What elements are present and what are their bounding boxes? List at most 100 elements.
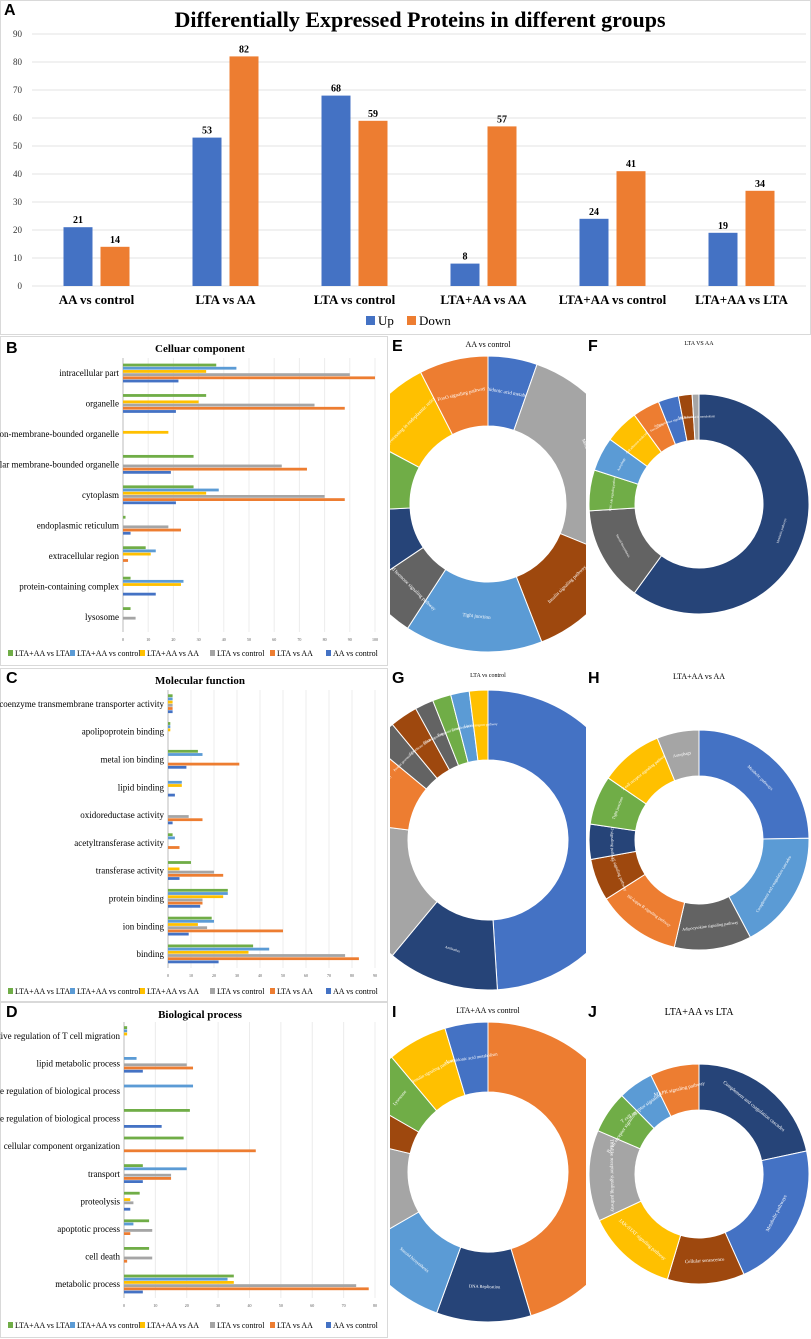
- bar-lta-vs-control: [168, 926, 208, 930]
- legend-label: LTA vs control: [217, 1321, 265, 1330]
- x-tick-label: 90: [348, 637, 352, 642]
- y-tick-label: 10: [13, 253, 23, 263]
- donut-slice-label: Arachidonic acid metabolism: [677, 414, 715, 419]
- panel-c-title: Molecular function: [155, 675, 245, 687]
- legend-label: LTA vs AA: [277, 1321, 313, 1330]
- legend-swatch: [8, 988, 13, 994]
- x-tick-label: 20: [171, 637, 175, 642]
- panel-b-plot: 0 10 20 30 40 50 60 70 80 90 100 intracellular part…: [0, 358, 378, 642]
- panel-b-frame: [0, 336, 388, 666]
- donut-slice: [656, 729, 700, 782]
- bar-lta-aa-vs-control: [124, 1277, 228, 1281]
- bar-aa-vs-control: [123, 410, 176, 413]
- bar-lta-aa-vs-lta: [123, 515, 126, 519]
- panel-letter-e: E: [392, 338, 403, 355]
- panel-a-gridlines: 0 10 20 30 40 50 60 70 80 90: [13, 29, 806, 291]
- bar-aa-vs-control: [168, 821, 173, 825]
- x-tick-label: 90: [373, 973, 377, 978]
- bar-lta-vs-aa: [123, 528, 181, 532]
- category-label: organelle: [86, 399, 119, 409]
- bar-lta-vs-control: [123, 373, 350, 377]
- bar-aa-vs-control: [123, 470, 171, 474]
- bar-lta-aa-vs-aa: [123, 400, 199, 404]
- bar-aa-vs-control: [124, 1290, 143, 1294]
- panel-letter-a: A: [4, 2, 16, 19]
- category-label: metal ion binding: [101, 755, 165, 765]
- bar-lta-aa-vs-aa: [123, 552, 151, 556]
- donut-slice: [698, 1063, 808, 1162]
- x-tick-label: 80: [323, 637, 327, 642]
- bar-up: [579, 218, 609, 286]
- x-tick-label: 50: [279, 1303, 283, 1308]
- donut-slice: [390, 758, 428, 831]
- x-category-label: LTA+AA vs control: [559, 292, 667, 307]
- donut-slice-label: Endocytosis: [680, 414, 697, 420]
- bar-lta-aa-vs-aa: [168, 700, 173, 704]
- x-tick-label: 10: [146, 637, 150, 642]
- category-label: apoptotic process: [57, 1224, 120, 1234]
- bar-lta-vs-aa: [123, 498, 345, 501]
- legend-swatch: [210, 1322, 215, 1328]
- donut-slice-label: Autophagy: [616, 457, 626, 472]
- x-tick-label: 100: [372, 637, 378, 642]
- panel-d-frame: [0, 1002, 388, 1338]
- category-label: coenzyme transmembrane transporter activ…: [0, 699, 164, 709]
- legend-swatch: [70, 650, 75, 656]
- legend-swatch: [8, 1322, 13, 1328]
- legend-label: LTA+AA vs AA: [147, 1321, 199, 1330]
- bar-aa-vs-control: [168, 710, 173, 714]
- bar-lta-vs-control: [168, 954, 346, 957]
- donut-slice-label: Cellular senescence: [685, 1258, 726, 1266]
- panel-b-title: Celluar component: [155, 343, 245, 355]
- panel-a-bars: 21 14 AA vs control 53 82 LTA vs AA 68 59 LTA vs…: [59, 44, 789, 307]
- bar-lta-aa-vs-control: [168, 892, 228, 895]
- bar-lta-aa-vs-control: [168, 947, 270, 951]
- legend-label: LTA+AA vs control: [77, 987, 141, 996]
- category-label: intracellular non-membrane-bounded organ…: [0, 429, 119, 439]
- bar-lta-vs-aa: [123, 559, 129, 562]
- bar-lta-vs-control: [124, 1063, 187, 1067]
- bar-lta-aa-vs-lta: [124, 1219, 150, 1223]
- panel-i-slices: Metabolic pathwaysDNA ReplicationSteroid…: [390, 1021, 586, 1323]
- bar-up: [63, 227, 93, 286]
- bar-aa-vs-control: [124, 1180, 143, 1183]
- bar-aa-vs-control: [123, 531, 131, 535]
- y-tick-label: 60: [13, 113, 23, 123]
- x-tick-label: 40: [222, 637, 226, 642]
- donut-slice: [650, 1063, 700, 1118]
- bar-lta-aa-vs-control: [124, 1029, 128, 1033]
- x-tick-label: 20: [185, 1303, 189, 1308]
- legend-label: AA vs control: [333, 1321, 379, 1330]
- bar-value-label: 19: [718, 221, 728, 232]
- legend-label: AA vs control: [333, 987, 379, 996]
- bar-down: [358, 120, 388, 286]
- bar-down: [745, 190, 775, 286]
- bar-up: [708, 232, 738, 286]
- bar-lta-aa-vs-lta: [123, 546, 146, 550]
- bar-lta-aa-vs-lta: [168, 833, 173, 837]
- bar-lta-aa-vs-lta: [123, 394, 207, 397]
- donut-slice-label: Peroxisome: [649, 422, 665, 433]
- y-tick-label: 90: [13, 29, 23, 39]
- bar-lta-aa-vs-control: [124, 1167, 187, 1171]
- bar-value-label: 34: [755, 179, 765, 190]
- bar-value-label: 24: [589, 207, 599, 218]
- donut-slice: [487, 689, 586, 991]
- bar-lta-vs-control: [123, 464, 282, 468]
- x-tick-label: 60: [310, 1303, 314, 1308]
- bar-lta-aa-vs-lta: [168, 916, 212, 920]
- x-category-label: LTA vs AA: [196, 292, 257, 307]
- category-label: negative regulation of T cell migration: [0, 1031, 120, 1041]
- panel-d-title: Biological process: [158, 1009, 243, 1021]
- legend-swatch: [70, 1322, 75, 1328]
- legend-swatch: [140, 1322, 145, 1328]
- panel-d-bar-chart: Biological process 0 10 20 30 40 50 60 70 80 nega…: [0, 1002, 388, 1338]
- category-label: positive regulation of biological proces…: [0, 1114, 120, 1124]
- donut-slice: [444, 1021, 489, 1096]
- donut-slice-label: PI3K-Akt signaling pathway: [608, 474, 617, 511]
- panel-c-plot: 0 10 20 30 40 50 60 70 80 90 coenzyme transmembran…: [0, 690, 377, 978]
- panel-j-donut: LTA+AA vs LTA Complement and coagulation…: [588, 1007, 809, 1285]
- bar-value-label: 41: [626, 159, 636, 170]
- bar-aa-vs-control: [123, 592, 156, 596]
